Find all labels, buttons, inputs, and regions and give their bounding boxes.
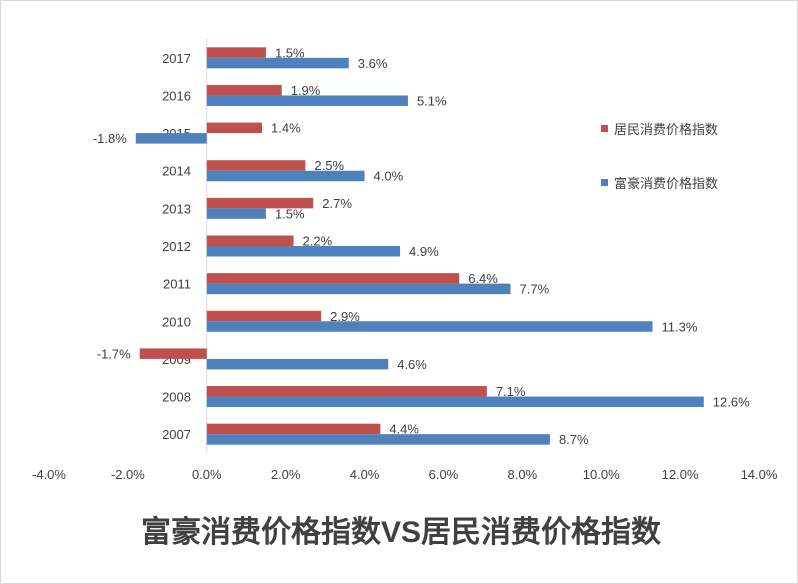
- x-tick-label: 14.0%: [741, 467, 778, 482]
- y-tick-label: 2017: [162, 51, 191, 66]
- y-tick-label: 2014: [162, 164, 191, 179]
- bar-red: [206, 310, 322, 322]
- x-tick-label: 12.0%: [662, 467, 699, 482]
- bar-red: [206, 160, 306, 171]
- bar-red: [206, 47, 266, 58]
- data-label: 11.3%: [662, 319, 698, 334]
- x-tick-label: 4.0%: [350, 467, 380, 482]
- data-label: 4.0%: [374, 169, 404, 184]
- bar-red: [206, 273, 460, 284]
- bar-red: [206, 235, 294, 246]
- bar-blue: [206, 434, 550, 445]
- y-tick-label: 2011: [163, 277, 191, 292]
- data-label: -1.8%: [93, 131, 127, 146]
- chart-title: 富豪消费价格指数VS居民消费价格指数: [141, 515, 662, 549]
- y-tick-label: 2010: [162, 314, 191, 329]
- bar-red: [206, 122, 262, 134]
- bar-blue: [206, 170, 365, 182]
- x-tick-label: -2.0%: [111, 467, 145, 482]
- data-label: 1.9%: [291, 83, 321, 98]
- bar-red: [206, 197, 314, 209]
- x-tick-label: -4.0%: [32, 467, 66, 482]
- data-label: -1.7%: [97, 346, 131, 361]
- legend-label: 居民消费价格指数: [614, 122, 718, 137]
- data-label: 1.5%: [275, 45, 305, 60]
- x-tick-label: 10.0%: [583, 467, 620, 482]
- x-tick-label: 0.0%: [192, 467, 222, 482]
- x-tick-label: 6.0%: [429, 467, 459, 482]
- bar-blue: [206, 358, 389, 370]
- bar-blue: [206, 208, 266, 219]
- data-label: 2.7%: [322, 196, 352, 211]
- y-tick-label: 2012: [162, 239, 191, 254]
- data-label: 7.7%: [520, 282, 550, 297]
- legend-label: 富豪消费价格指数: [614, 176, 718, 191]
- bar-red: [206, 84, 282, 96]
- bar-red: [206, 423, 381, 435]
- data-label: 6.4%: [468, 271, 498, 286]
- y-tick-label: 2013: [162, 201, 191, 216]
- data-label: 3.6%: [358, 56, 388, 71]
- bar-blue: [206, 396, 704, 408]
- data-label: 1.4%: [271, 121, 301, 136]
- bar-blue: [206, 57, 349, 69]
- data-label: 4.6%: [397, 357, 427, 372]
- data-label: 12.6%: [713, 395, 750, 410]
- data-label: 2.5%: [314, 158, 344, 173]
- bar-blue: [206, 246, 401, 257]
- bar-blue: [206, 321, 653, 332]
- data-label: 7.1%: [496, 384, 526, 399]
- legend-swatch: [601, 179, 608, 186]
- bar-blue: [206, 95, 408, 106]
- bar-red: [206, 386, 487, 397]
- x-tick-label: 8.0%: [508, 467, 538, 482]
- legend-swatch: [601, 125, 608, 132]
- data-label: 5.1%: [417, 93, 447, 108]
- data-label: 1.5%: [275, 206, 305, 221]
- bar-red: [139, 348, 207, 359]
- x-tick-label: 2.0%: [271, 467, 301, 482]
- y-tick-label: 2008: [162, 390, 191, 405]
- data-label: 2.2%: [303, 234, 333, 249]
- data-label: 2.9%: [330, 309, 360, 324]
- data-label: 4.4%: [389, 422, 419, 437]
- data-label: 4.9%: [409, 244, 439, 259]
- bar-blue: [206, 283, 511, 295]
- y-tick-label: 2016: [162, 88, 191, 103]
- bar-blue: [135, 133, 207, 144]
- y-tick-label: 2007: [162, 427, 191, 442]
- data-label: 8.7%: [559, 432, 589, 447]
